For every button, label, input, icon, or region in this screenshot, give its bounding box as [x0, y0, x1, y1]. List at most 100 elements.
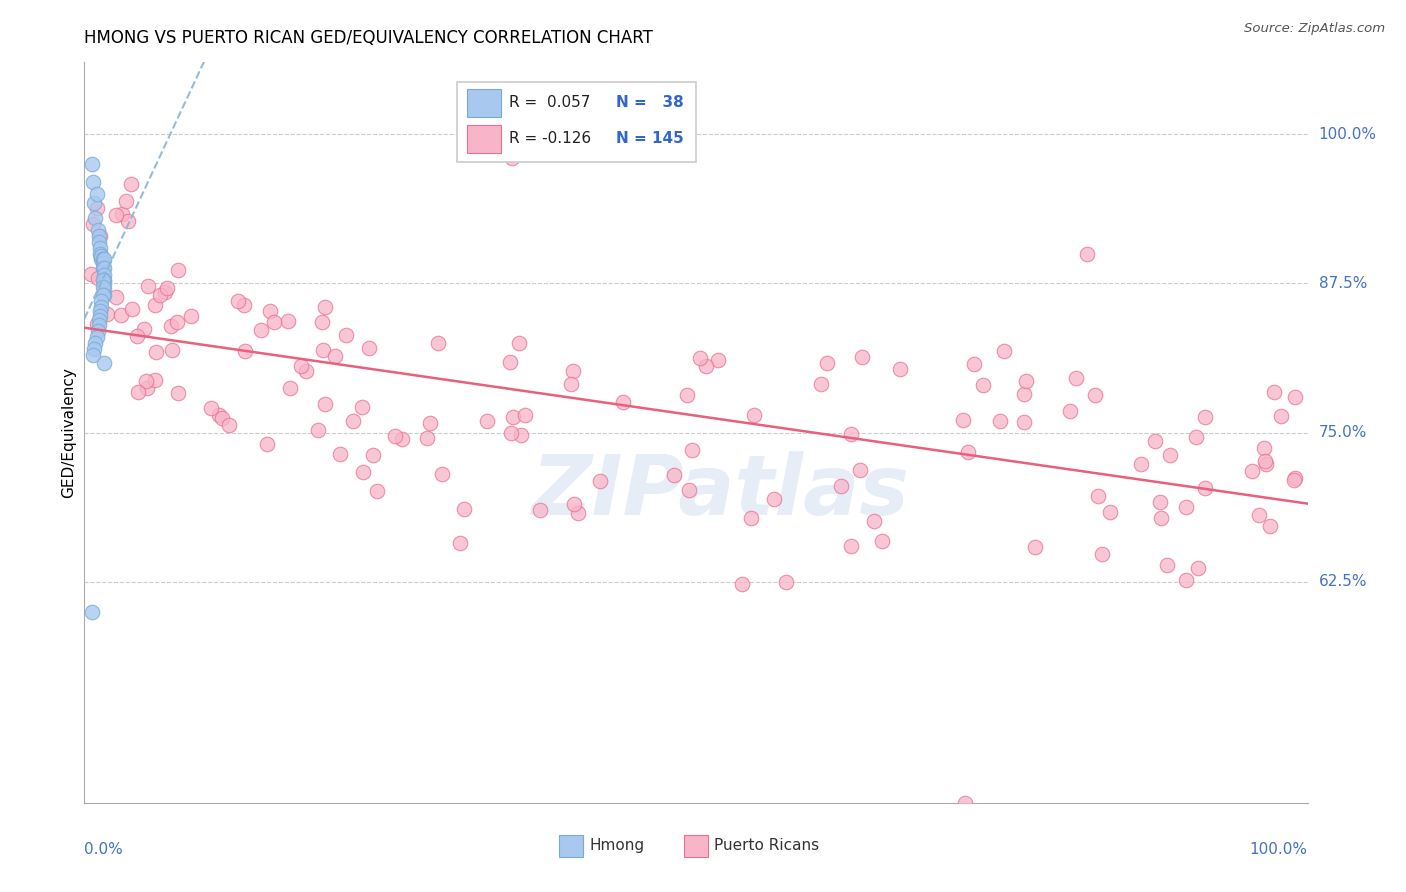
Text: 62.5%: 62.5%	[1319, 574, 1367, 590]
Point	[872, 534, 894, 549]
Point	[91, 256, 114, 270]
Point	[1066, 371, 1088, 385]
Point	[963, 357, 986, 371]
Point	[567, 506, 589, 520]
Point	[136, 279, 159, 293]
Point	[233, 298, 256, 312]
Point	[529, 503, 551, 517]
Point	[993, 344, 1015, 359]
Point	[1270, 409, 1292, 424]
Point	[863, 514, 886, 528]
Point	[1156, 558, 1178, 572]
Point	[280, 381, 302, 395]
Point	[502, 409, 524, 424]
Point	[86, 318, 108, 332]
Point	[502, 151, 524, 165]
Point	[82, 348, 104, 362]
Point	[256, 436, 278, 450]
Point	[86, 186, 108, 201]
Text: Puerto Ricans: Puerto Ricans	[714, 838, 820, 854]
Point	[499, 426, 522, 441]
Point	[93, 356, 115, 370]
Point	[167, 262, 190, 277]
Point	[166, 315, 188, 329]
Point	[218, 418, 240, 433]
Point	[361, 448, 384, 462]
Point	[89, 309, 111, 323]
Point	[153, 285, 176, 300]
Point	[89, 241, 111, 255]
Point	[143, 298, 166, 312]
Point	[1241, 464, 1264, 478]
Point	[775, 575, 797, 590]
Point	[263, 315, 285, 329]
Point	[312, 343, 335, 357]
FancyBboxPatch shape	[683, 835, 709, 857]
Point	[249, 323, 271, 337]
Point	[1187, 560, 1209, 574]
Point	[1024, 541, 1046, 555]
Point	[156, 281, 179, 295]
Point	[1184, 430, 1206, 444]
Point	[1059, 404, 1081, 418]
Point	[167, 386, 190, 401]
Point	[342, 414, 364, 428]
Point	[323, 349, 346, 363]
Point	[815, 356, 838, 370]
Point	[84, 336, 107, 351]
Point	[93, 282, 115, 296]
Point	[810, 377, 832, 392]
FancyBboxPatch shape	[457, 82, 696, 162]
Point	[449, 535, 471, 549]
Point	[207, 408, 229, 422]
Point	[1175, 500, 1198, 515]
Point	[1282, 473, 1305, 487]
Text: HMONG VS PUERTO RICAN GED/EQUIVALENCY CORRELATION CHART: HMONG VS PUERTO RICAN GED/EQUIVALENCY CO…	[84, 29, 654, 47]
Point	[1087, 489, 1109, 503]
Point	[695, 359, 717, 373]
Point	[589, 474, 612, 488]
Point	[1194, 409, 1216, 424]
Point	[740, 510, 762, 524]
Point	[290, 359, 312, 374]
Point	[953, 796, 976, 810]
Point	[957, 444, 980, 458]
Point	[849, 463, 872, 477]
Text: ZIPatlas: ZIPatlas	[531, 451, 910, 533]
Point	[111, 207, 134, 221]
Point	[453, 501, 475, 516]
Point	[427, 335, 450, 350]
Point	[86, 330, 108, 344]
Point	[1194, 481, 1216, 495]
FancyBboxPatch shape	[467, 125, 502, 153]
Point	[562, 364, 585, 378]
Point	[115, 194, 138, 209]
Point	[1254, 454, 1277, 468]
Point	[93, 273, 115, 287]
Point	[89, 303, 111, 318]
Point	[87, 313, 110, 327]
Point	[90, 300, 112, 314]
Point	[1012, 387, 1035, 401]
Point	[510, 428, 533, 442]
Point	[675, 387, 697, 401]
Point	[1098, 505, 1121, 519]
Point	[730, 577, 752, 591]
Point	[839, 426, 862, 441]
Point	[87, 318, 110, 333]
Point	[678, 483, 700, 497]
Point	[1174, 573, 1197, 587]
Point	[689, 351, 711, 365]
Point	[352, 465, 374, 479]
Point	[391, 432, 413, 446]
Point	[211, 411, 233, 425]
Point	[91, 260, 114, 275]
Point	[335, 327, 357, 342]
Text: 75.0%: 75.0%	[1319, 425, 1367, 440]
Point	[513, 408, 536, 422]
Point	[143, 373, 166, 387]
Point	[149, 287, 172, 301]
Point	[200, 401, 222, 415]
Point	[259, 303, 281, 318]
Point	[952, 413, 974, 427]
